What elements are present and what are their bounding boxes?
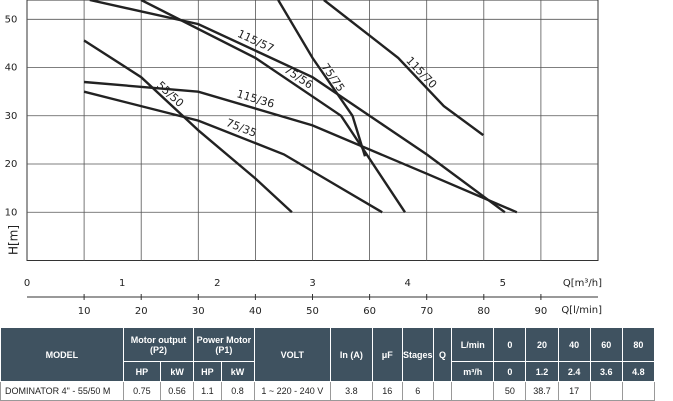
header: Motor output (P2)	[122, 327, 195, 362]
cell: 3.8	[330, 381, 373, 401]
pump-curve	[140, 0, 407, 213]
cell: DOMINATOR 4" - 55/50 M	[0, 381, 124, 401]
cell: 1 ~ 220 - 240 V	[253, 381, 332, 401]
cell: 38.7	[525, 381, 559, 401]
header: VOLT	[253, 327, 332, 382]
header: 4.8	[621, 361, 656, 382]
header: 60	[589, 327, 623, 362]
pump-curve	[83, 90, 383, 214]
y-tick-label: 50	[5, 14, 18, 25]
x-tick-label: 90	[535, 306, 548, 317]
header: L/min	[451, 327, 495, 362]
pump-curve	[83, 39, 293, 214]
header: Power Motor (P1)	[193, 327, 255, 362]
x2-tick-label: 3	[309, 278, 315, 289]
x-tick-label: 40	[249, 306, 262, 317]
cell: 16	[371, 381, 403, 401]
header: 40	[557, 327, 591, 362]
y-tick-label: 30	[5, 111, 18, 122]
cell: 1.1	[193, 381, 222, 401]
cell: 50	[493, 381, 527, 401]
x-tick-label: 30	[192, 306, 205, 317]
header: Q	[432, 327, 453, 382]
pump-curve	[89, 0, 506, 214]
header: μF	[371, 327, 403, 382]
x2-tick-label: 0	[24, 278, 30, 289]
cell: 0.75	[122, 381, 161, 401]
spec-table: MODEL Motor output (P2) Power Motor (P1)…	[0, 327, 656, 401]
x-tick-label: 50	[306, 306, 319, 317]
x-tick-label: 10	[78, 306, 91, 317]
x-tick-label: 60	[363, 306, 376, 317]
x2-tick-label: 2	[214, 278, 220, 289]
header: 0	[493, 327, 527, 362]
y-tick-label: 40	[5, 63, 18, 74]
x2-axis-label: Q[m³/h]	[563, 278, 602, 289]
x-tick-label: 20	[135, 306, 148, 317]
header: 0	[493, 361, 527, 382]
header: HP	[193, 361, 222, 382]
x-tick-label: 80	[477, 306, 490, 317]
header: m³/h	[451, 361, 495, 382]
y-tick-label: 20	[5, 159, 18, 170]
y-tick-label: 10	[5, 207, 18, 218]
header: kW	[159, 361, 195, 382]
cell: 17	[557, 381, 591, 401]
x-axis-label: Q[l/min]	[561, 305, 602, 316]
header: 20	[525, 327, 559, 362]
cell	[432, 381, 453, 401]
cell	[621, 381, 656, 401]
cell	[589, 381, 623, 401]
x-tick-label: 70	[420, 306, 433, 317]
pump-curve	[83, 80, 518, 214]
header: 3.6	[589, 361, 623, 382]
header: 1.2	[525, 361, 559, 382]
header: In (A)	[330, 327, 373, 382]
header: MODEL	[0, 327, 124, 382]
x2-tick-label: 5	[500, 278, 506, 289]
header: 80	[621, 327, 656, 362]
cell: 6	[401, 381, 434, 401]
x2-tick-label: 4	[404, 278, 410, 289]
header: HP	[122, 361, 161, 382]
header: kW	[220, 361, 255, 382]
pump-curve	[323, 0, 484, 137]
cell: 0.8	[220, 381, 255, 401]
header: Stages	[401, 327, 434, 382]
header: 2.4	[557, 361, 591, 382]
curve-label: 115/70	[403, 54, 439, 91]
x2-tick-label: 1	[119, 278, 125, 289]
cell: 0.56	[159, 381, 195, 401]
pump-curve	[277, 0, 367, 157]
y-axis-label: H[m]	[7, 225, 21, 255]
cell	[451, 381, 495, 401]
